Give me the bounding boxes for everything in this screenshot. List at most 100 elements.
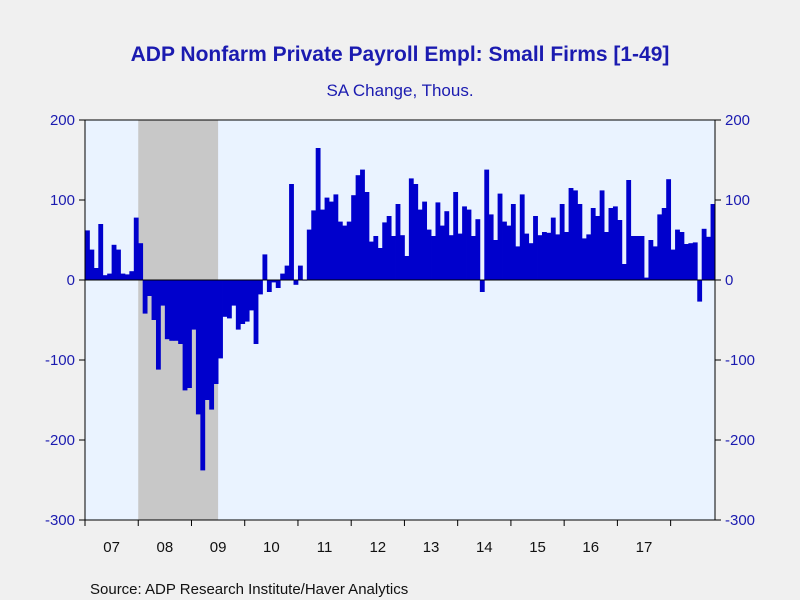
- bar: [648, 240, 654, 280]
- bar: [652, 246, 658, 280]
- bar: [657, 214, 663, 280]
- plot-frame: [84, 119, 716, 521]
- bar: [306, 229, 312, 280]
- bar: [408, 178, 414, 280]
- y-tick-label-left: -200: [45, 432, 75, 449]
- axes: 200 200 100 100 0 0 -100 -100 -200 -200 -300 -300 07…: [45, 112, 755, 556]
- x-tick-label: 17: [636, 539, 653, 556]
- bar: [564, 232, 569, 280]
- bar: [475, 219, 481, 280]
- y-tick-label-right: -200: [725, 432, 755, 449]
- bar: [85, 230, 90, 280]
- bar: [453, 192, 459, 280]
- bar: [612, 206, 618, 280]
- bar: [595, 216, 601, 280]
- bar: [555, 234, 561, 280]
- bar: [147, 280, 152, 296]
- bar: [608, 208, 614, 280]
- bar: [182, 280, 188, 391]
- bar: [568, 188, 574, 280]
- bar: [289, 184, 294, 280]
- bar: [93, 268, 99, 280]
- y-tick-label-left: 100: [50, 192, 75, 209]
- bar: [395, 204, 401, 280]
- bar: [404, 256, 410, 280]
- x-tick-label: 08: [157, 539, 174, 556]
- bar: [116, 249, 121, 280]
- bar: [466, 209, 472, 280]
- bar: [329, 201, 334, 280]
- bar: [320, 209, 325, 280]
- bar: [275, 280, 281, 288]
- bar: [111, 244, 117, 280]
- bar: [590, 208, 596, 280]
- x-tick-label: 16: [582, 539, 599, 556]
- bar: [639, 236, 645, 280]
- bar: [577, 204, 583, 280]
- bar: [293, 280, 299, 285]
- bar: [209, 280, 215, 410]
- bar: [155, 280, 161, 370]
- bar: [519, 194, 525, 280]
- bar: [191, 280, 197, 330]
- bar: [195, 280, 201, 415]
- bar: [151, 280, 157, 320]
- bar: [333, 194, 339, 280]
- bar: [675, 229, 680, 280]
- bar: [706, 236, 711, 280]
- bar: [133, 217, 139, 280]
- bar: [253, 280, 259, 344]
- bar: [120, 273, 126, 280]
- bar: [506, 225, 512, 280]
- bar: [493, 240, 499, 280]
- bar: [102, 275, 108, 280]
- chart-title: ADP Nonfarm Private Payroll Empl: Small …: [131, 43, 670, 66]
- bar: [187, 280, 192, 388]
- bar: [621, 264, 627, 280]
- chart-subtitle: SA Change, Thous.: [326, 81, 473, 100]
- x-tick-label: 14: [476, 539, 493, 556]
- y-tick-label-right: -300: [725, 512, 755, 529]
- bar: [351, 195, 357, 280]
- bar: [342, 225, 348, 280]
- bar: [315, 148, 321, 280]
- bar: [271, 280, 277, 283]
- bar: [164, 280, 170, 340]
- bar: [218, 280, 223, 359]
- bar: [258, 280, 263, 295]
- bar: [444, 211, 450, 280]
- bar: [683, 244, 689, 280]
- bar: [391, 236, 396, 280]
- bar: [550, 217, 556, 280]
- bar: [337, 221, 343, 280]
- bar: [533, 216, 538, 280]
- bar: [204, 280, 210, 400]
- bar: [546, 232, 552, 280]
- bar: [400, 235, 405, 280]
- bar: [266, 280, 272, 292]
- bar: [368, 241, 374, 280]
- bar: [226, 280, 232, 319]
- bar: [559, 204, 565, 280]
- x-tick-label: 07: [103, 539, 120, 556]
- bar: [630, 236, 636, 280]
- bar: [280, 273, 286, 280]
- bar: [502, 221, 507, 280]
- bar: [479, 280, 485, 292]
- bar: [413, 184, 419, 280]
- bar: [470, 236, 476, 280]
- bar: [138, 243, 144, 280]
- bar: [107, 273, 113, 280]
- bar: [284, 265, 290, 280]
- bar: [599, 190, 605, 280]
- bar: [262, 254, 268, 280]
- bar: [422, 201, 428, 280]
- bar: [360, 169, 365, 280]
- x-tick-label: 13: [423, 539, 440, 556]
- bar: [435, 202, 441, 280]
- bar: [426, 229, 432, 280]
- y-tick-label-right: 0: [725, 272, 733, 289]
- bar: [666, 179, 672, 280]
- bar: [537, 235, 543, 280]
